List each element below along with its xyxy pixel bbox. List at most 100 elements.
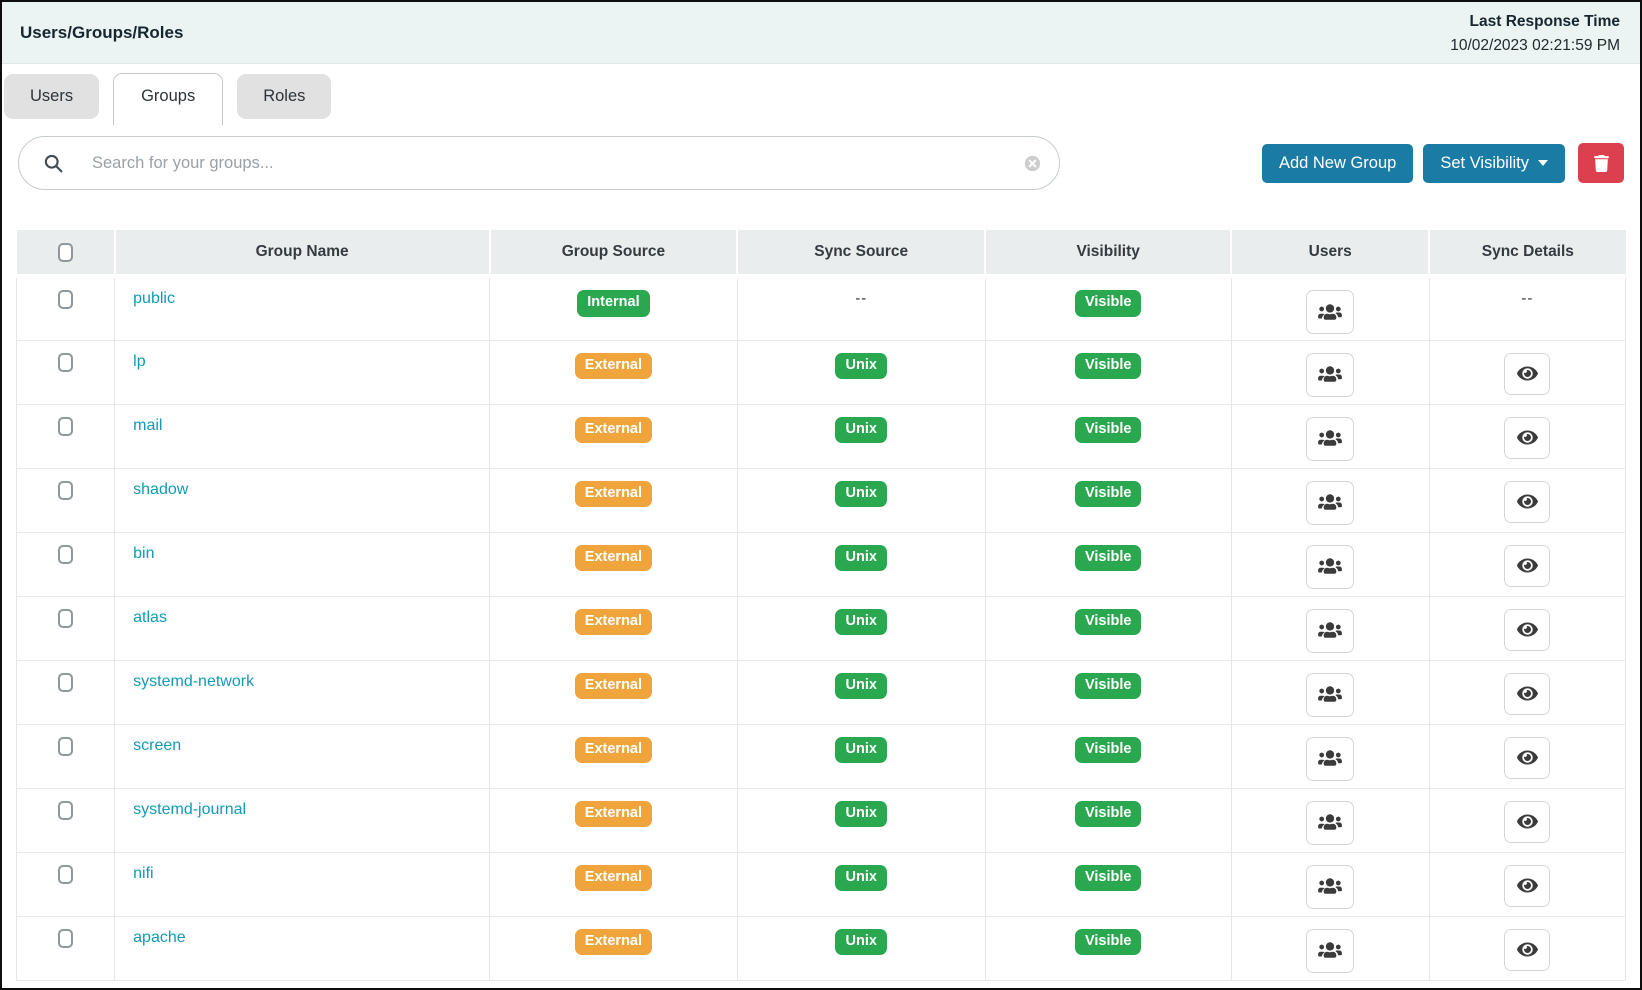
sync-details-cell — [1429, 340, 1625, 404]
visibility-badge: Visible — [1075, 609, 1141, 636]
group-name-link[interactable]: apache — [133, 929, 186, 946]
table-row: systemd-journal External Unix Visible — [17, 788, 1626, 852]
users-cell — [1231, 852, 1429, 916]
group-name-link[interactable]: bin — [133, 545, 154, 562]
group-name-link[interactable]: shadow — [133, 481, 188, 498]
row-checkbox-cell — [17, 468, 115, 532]
group-source-badge: External — [575, 737, 652, 764]
users-button[interactable] — [1306, 545, 1354, 589]
sync-source-badge: Unix — [835, 481, 886, 508]
row-checkbox[interactable] — [58, 609, 73, 628]
group-name-cell: apache — [115, 916, 490, 980]
users-cell — [1231, 660, 1429, 724]
eye-icon — [1517, 620, 1538, 639]
sync-source-badge: Unix — [835, 609, 886, 636]
group-source-badge: External — [575, 481, 652, 508]
group-source-badge: External — [575, 801, 652, 828]
table-row: atlas External Unix Visible — [17, 596, 1626, 660]
search-input[interactable] — [92, 154, 1024, 173]
group-source-cell: External — [490, 596, 738, 660]
sync-details-button[interactable] — [1504, 801, 1550, 843]
set-visibility-label: Set Visibility — [1440, 154, 1529, 173]
sync-details-button[interactable] — [1504, 737, 1550, 779]
sync-details-button[interactable] — [1504, 481, 1550, 523]
visibility-cell: Visible — [985, 340, 1231, 404]
group-name-link[interactable]: systemd-journal — [133, 801, 246, 818]
group-source-cell: External — [490, 532, 738, 596]
users-button[interactable] — [1306, 673, 1354, 717]
users-button[interactable] — [1306, 865, 1354, 909]
group-name-link[interactable]: nifi — [133, 865, 153, 882]
group-name-cell: public — [115, 276, 490, 340]
user-group-icon — [1318, 685, 1342, 704]
users-button[interactable] — [1306, 737, 1354, 781]
group-name-cell: bin — [115, 532, 490, 596]
row-checkbox-cell — [17, 340, 115, 404]
row-checkbox[interactable] — [58, 290, 73, 309]
group-source-cell: External — [490, 724, 738, 788]
row-checkbox[interactable] — [58, 929, 73, 948]
group-source-badge: External — [575, 609, 652, 636]
group-name-link[interactable]: public — [133, 290, 175, 307]
group-name-link[interactable]: mail — [133, 417, 162, 434]
group-name-link[interactable]: atlas — [133, 609, 167, 626]
users-button[interactable] — [1306, 417, 1354, 461]
group-name-cell: screen — [115, 724, 490, 788]
sync-details-button[interactable] — [1504, 929, 1550, 971]
visibility-cell: Visible — [985, 532, 1231, 596]
set-visibility-dropdown[interactable]: Set Visibility — [1423, 144, 1565, 183]
row-checkbox[interactable] — [58, 545, 73, 564]
row-checkbox[interactable] — [58, 481, 73, 500]
sync-details-button[interactable] — [1504, 353, 1550, 395]
table-row: bin External Unix Visible — [17, 532, 1626, 596]
row-checkbox[interactable] — [58, 673, 73, 692]
group-source-badge: External — [575, 353, 652, 380]
tab-users[interactable]: Users — [4, 74, 99, 119]
users-button[interactable] — [1306, 929, 1354, 973]
group-name-link[interactable]: screen — [133, 737, 181, 754]
group-search-box[interactable] — [18, 136, 1060, 190]
row-checkbox[interactable] — [58, 865, 73, 884]
tab-groups[interactable]: Groups — [113, 73, 223, 126]
user-group-icon — [1318, 557, 1342, 576]
user-group-icon — [1318, 877, 1342, 896]
sync-details-cell — [1429, 596, 1625, 660]
tab-roles[interactable]: Roles — [237, 74, 331, 119]
sync-details-button[interactable] — [1504, 545, 1550, 587]
select-all-checkbox[interactable] — [58, 243, 73, 262]
sync-source-cell: Unix — [737, 916, 985, 980]
row-checkbox[interactable] — [58, 353, 73, 372]
sync-details-cell — [1429, 532, 1625, 596]
users-button[interactable] — [1306, 353, 1354, 397]
sync-details-button[interactable] — [1504, 609, 1550, 651]
users-button[interactable] — [1306, 290, 1354, 334]
users-cell — [1231, 532, 1429, 596]
visibility-badge: Visible — [1075, 481, 1141, 508]
add-new-group-button[interactable]: Add New Group — [1262, 144, 1413, 183]
users-button[interactable] — [1306, 481, 1354, 525]
group-source-cell: External — [490, 788, 738, 852]
users-button[interactable] — [1306, 609, 1354, 653]
eye-icon — [1517, 364, 1538, 383]
table-row: apache External Unix Visible — [17, 916, 1626, 980]
group-name-link[interactable]: lp — [133, 353, 145, 370]
sync-details-button[interactable] — [1504, 865, 1550, 907]
visibility-cell: Visible — [985, 852, 1231, 916]
group-source-badge: Internal — [577, 290, 649, 317]
delete-groups-button[interactable] — [1578, 143, 1624, 183]
users-cell — [1231, 724, 1429, 788]
row-checkbox[interactable] — [58, 737, 73, 756]
user-group-icon — [1318, 621, 1342, 640]
group-name-link[interactable]: systemd-network — [133, 673, 254, 690]
row-checkbox-cell — [17, 788, 115, 852]
clear-search-icon[interactable] — [1024, 155, 1041, 172]
sync-details-button[interactable] — [1504, 673, 1550, 715]
last-response-block: Last Response Time 10/02/2023 02:21:59 P… — [1450, 8, 1620, 57]
users-button[interactable] — [1306, 801, 1354, 845]
row-checkbox[interactable] — [58, 801, 73, 820]
sync-details-cell — [1429, 468, 1625, 532]
sync-details-button[interactable] — [1504, 417, 1550, 459]
eye-icon — [1517, 812, 1538, 831]
group-source-cell: External — [490, 468, 738, 532]
row-checkbox[interactable] — [58, 417, 73, 436]
